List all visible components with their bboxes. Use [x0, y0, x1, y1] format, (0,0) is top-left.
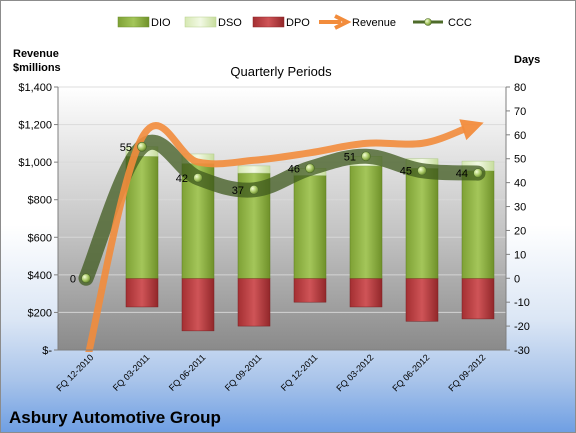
ccc-point — [193, 173, 203, 183]
ccc-point — [305, 163, 315, 174]
right-tick-label: -30 — [514, 345, 530, 357]
right-tick-label: -20 — [514, 321, 530, 333]
revenue-line — [85, 122, 466, 352]
legend-label-dso: DSO — [218, 17, 242, 29]
right-tick-label: 0 — [514, 273, 520, 285]
ccc-data-label: 46 — [288, 163, 300, 175]
dpo-bar — [125, 278, 159, 308]
ccc-data-label: 0 — [70, 273, 76, 285]
right-axis-title: Days — [514, 54, 540, 66]
company-name: Asbury Automotive Group — [9, 408, 221, 427]
ccc-point — [249, 184, 259, 195]
ccc-point — [81, 273, 91, 284]
right-tick-label: 50 — [514, 154, 526, 166]
revenue-arrowhead — [459, 119, 484, 141]
legend-swatch-revenue — [319, 14, 352, 30]
category-label: FQ 12-2010 — [54, 352, 95, 393]
ccc-data-label: 37 — [232, 185, 244, 197]
left-axis-title-line2: $millions — [13, 62, 61, 74]
left-tick-label: $400 — [28, 270, 52, 282]
ccc-data-label: 44 — [456, 168, 468, 180]
dso-bar — [237, 165, 271, 174]
category-label: FQ 06-2011 — [167, 352, 208, 393]
data-labels: 0 55 42 37 46 51 45 44 — [70, 142, 468, 286]
category-label: FQ 09-2012 — [446, 352, 487, 393]
legend-swatch-dpo — [252, 16, 285, 28]
dpo-bar — [181, 278, 215, 332]
category-label: FQ 03-2012 — [334, 352, 375, 393]
dio-bar — [461, 170, 495, 279]
right-tick-label: 60 — [514, 130, 526, 142]
left-axis-title-line1: Revenue — [13, 48, 59, 60]
legend: DIO DSO DPO Revenue CCC — [117, 14, 472, 30]
legend-label-revenue: Revenue — [352, 17, 396, 29]
legend-swatch-dso — [184, 16, 217, 28]
right-tick-label: 40 — [514, 178, 526, 190]
category-label: FQ 03-2011 — [111, 352, 152, 393]
ccc-data-label: 51 — [344, 151, 356, 163]
left-tick-label: $1,400 — [18, 82, 52, 94]
chart-title: Quarterly Periods — [230, 64, 332, 79]
dpo-bar — [293, 278, 327, 303]
left-tick-label: $800 — [28, 195, 52, 207]
dio-bar — [293, 175, 327, 279]
ccc-data-label: 45 — [400, 166, 412, 178]
left-tick-label: $- — [42, 345, 52, 357]
right-tick-label: 80 — [514, 82, 526, 94]
dpo-bar — [405, 278, 439, 322]
right-tick-label: -10 — [514, 297, 530, 309]
right-tick-label: 10 — [514, 249, 526, 261]
plot-area — [58, 87, 506, 350]
legend-label-dio: DIO — [151, 17, 171, 29]
dio-bar — [405, 168, 439, 279]
right-tick-label: 30 — [514, 202, 526, 214]
left-tick-label: $1,000 — [18, 157, 52, 169]
dpo-bar — [237, 278, 271, 327]
right-tick-label: 20 — [514, 225, 526, 237]
ccc-point — [473, 168, 483, 178]
category-label: FQ 12-2011 — [279, 352, 320, 393]
right-tick-label: 70 — [514, 106, 526, 118]
left-tick-label: $200 — [28, 307, 52, 319]
category-label: FQ 09-2011 — [223, 352, 264, 393]
ccc-point — [137, 141, 147, 152]
legend-swatch-dio — [117, 16, 150, 28]
legend-label-ccc: CCC — [448, 17, 472, 29]
ccc-data-label: 55 — [120, 142, 132, 154]
legend-label-dpo: DPO — [286, 17, 310, 29]
ccc-point — [417, 165, 427, 176]
legend-marker-ccc — [424, 18, 432, 26]
line-series — [78, 119, 486, 352]
ccc-point — [361, 151, 371, 162]
left-tick-label: $600 — [28, 232, 52, 244]
dpo-bar — [461, 278, 495, 320]
dio-bar — [349, 165, 383, 279]
dpo-bar — [349, 278, 383, 308]
ccc-data-label: 42 — [176, 173, 188, 185]
category-label: FQ 06-2012 — [390, 352, 431, 393]
left-tick-label: $1,200 — [18, 120, 52, 132]
